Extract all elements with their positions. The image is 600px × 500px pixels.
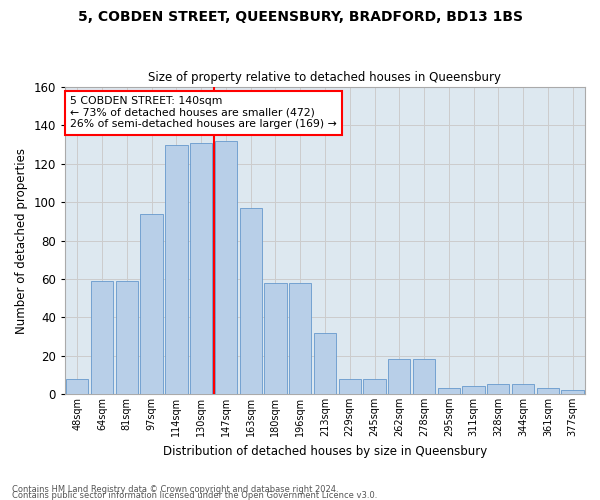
Text: 5 COBDEN STREET: 140sqm
← 73% of detached houses are smaller (472)
26% of semi-d: 5 COBDEN STREET: 140sqm ← 73% of detache… <box>70 96 337 130</box>
Bar <box>562 390 584 394</box>
Bar <box>239 208 262 394</box>
Bar <box>388 360 410 394</box>
Bar <box>289 282 311 394</box>
Bar <box>165 144 188 394</box>
Bar <box>116 281 138 394</box>
Bar <box>437 388 460 394</box>
Text: 5, COBDEN STREET, QUEENSBURY, BRADFORD, BD13 1BS: 5, COBDEN STREET, QUEENSBURY, BRADFORD, … <box>77 10 523 24</box>
Y-axis label: Number of detached properties: Number of detached properties <box>15 148 28 334</box>
Bar <box>537 388 559 394</box>
X-axis label: Distribution of detached houses by size in Queensbury: Distribution of detached houses by size … <box>163 444 487 458</box>
Bar <box>413 360 435 394</box>
Bar <box>463 386 485 394</box>
Bar <box>265 282 287 394</box>
Bar <box>91 281 113 394</box>
Text: Contains public sector information licensed under the Open Government Licence v3: Contains public sector information licen… <box>12 490 377 500</box>
Bar <box>66 378 88 394</box>
Bar <box>338 378 361 394</box>
Bar <box>364 378 386 394</box>
Bar <box>140 214 163 394</box>
Bar <box>190 142 212 394</box>
Text: Contains HM Land Registry data © Crown copyright and database right 2024.: Contains HM Land Registry data © Crown c… <box>12 484 338 494</box>
Bar <box>487 384 509 394</box>
Title: Size of property relative to detached houses in Queensbury: Size of property relative to detached ho… <box>148 72 502 85</box>
Bar <box>314 332 336 394</box>
Bar <box>215 141 237 394</box>
Bar <box>512 384 534 394</box>
